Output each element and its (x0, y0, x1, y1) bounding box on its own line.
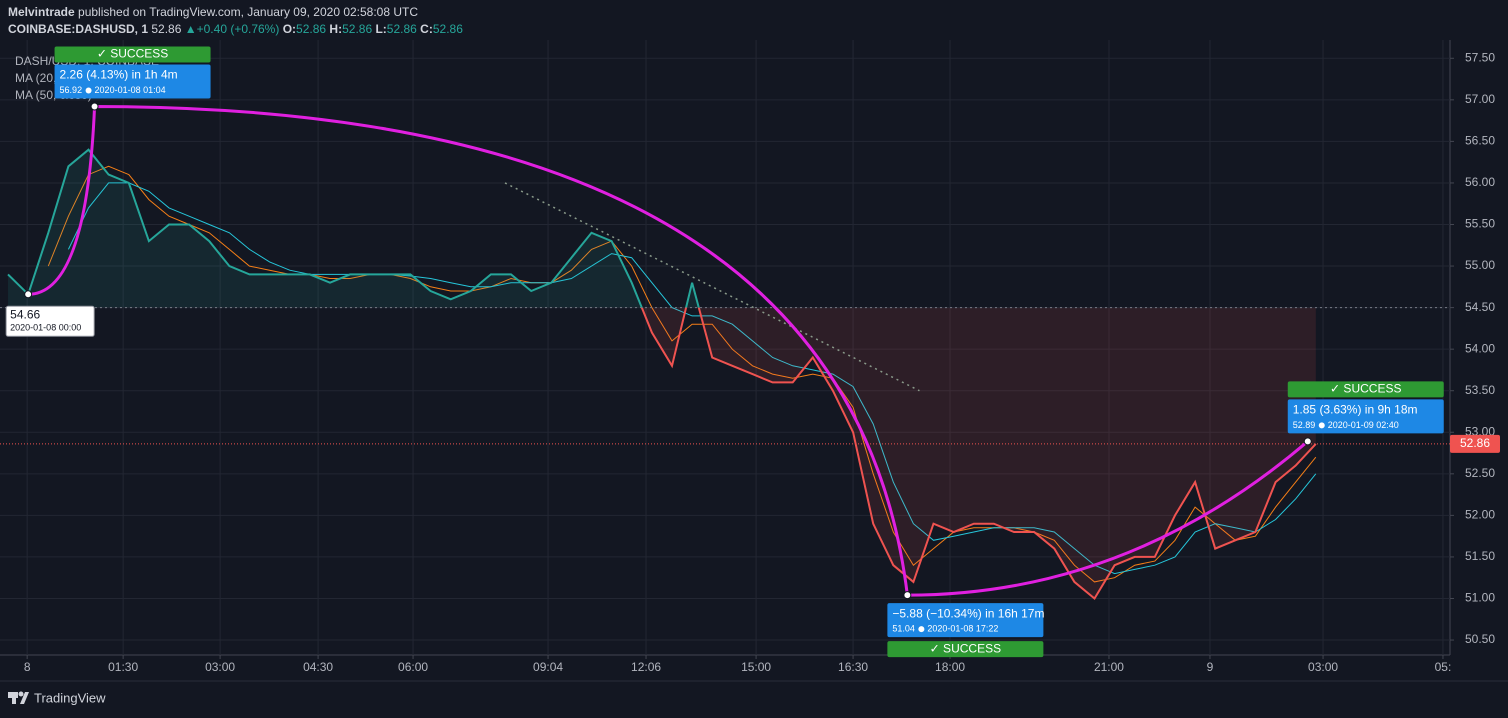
ohlc-label: L: (375, 22, 387, 36)
x-tick-label: 06:00 (398, 660, 428, 674)
anchor-point (90, 102, 99, 111)
y-tick-label: 54.00 (1465, 341, 1495, 355)
x-tick-label: 12:06 (631, 660, 661, 674)
x-tick-label: 03:00 (205, 660, 235, 674)
callout-date: 2020-01-09 02:40 (1328, 420, 1399, 430)
last: 52.86 (151, 22, 182, 36)
ohlc-value: 52.86 (432, 22, 463, 36)
header: Melvintrade published on TradingView.com… (8, 4, 463, 38)
callout-box (887, 603, 1044, 638)
x-tick-label: 16:30 (838, 660, 868, 674)
y-tick-label: 56.50 (1465, 134, 1495, 148)
callout-box (1287, 399, 1444, 434)
status-text: ✓ SUCCESS (930, 641, 1001, 655)
price-line (7, 148, 700, 308)
y-tick-label: 57.00 (1465, 92, 1495, 106)
ohlc-label: C: (420, 22, 433, 36)
y-tick-label: 52.00 (1465, 508, 1495, 522)
baseline-area (641, 307, 1316, 599)
callout-change: −5.88 (−10.34%) in 16h 17m (892, 606, 1044, 620)
y-tick-label: 55.50 (1465, 217, 1495, 231)
status-text: ✓ SUCCESS (97, 47, 168, 61)
callout-price: 52.89 (1293, 420, 1316, 430)
callout-price: 56.92 (60, 85, 83, 95)
symbol: COINBASE:DASHUSD, 1 (8, 22, 149, 36)
baseline-area (8, 149, 1316, 308)
price-line (640, 307, 1317, 601)
anchor-point (24, 290, 33, 299)
callout-icon (1318, 422, 1325, 429)
x-tick-label: 15:00 (741, 660, 771, 674)
anchor-point (1303, 437, 1312, 446)
status-banner (887, 641, 1044, 658)
x-tick-label: 03:00 (1308, 660, 1338, 674)
x-tick-label: 01:30 (108, 660, 138, 674)
y-tick-label: 51.00 (1465, 591, 1495, 605)
callout-change: 1.85 (3.63%) in 9h 18m (1293, 403, 1418, 417)
y-tick-label: 53.50 (1465, 383, 1495, 397)
y-tick-label: 51.50 (1465, 549, 1495, 563)
ohlc-value: 52.86 (386, 22, 417, 36)
price-tag-date: 2020-01-08 00:00 (10, 323, 81, 333)
price-tag-value: 54.66 (10, 307, 40, 321)
y-tick-label: 57.50 (1465, 50, 1495, 64)
footer-brand: TradingView (34, 690, 106, 705)
callout-icon (85, 87, 92, 94)
ohlc-value: 52.86 (342, 22, 373, 36)
x-tick-label: 9 (1207, 660, 1214, 674)
callout-change: 2.26 (4.13%) in 1h 4m (60, 68, 178, 82)
ohlc: O:52.86 H:52.86 L:52.86 C:52.86 (283, 22, 463, 36)
x-tick-label: 09:04 (533, 660, 563, 674)
status-banner (54, 46, 211, 63)
y-tick-label: 52.50 (1465, 466, 1495, 480)
last-price-box (1450, 434, 1500, 453)
anchor-point (903, 591, 912, 600)
plot-area (0, 148, 1450, 601)
header-line-2: COINBASE:DASHUSD, 1 52.86 ▲+0.40 (+0.76%… (8, 21, 463, 38)
ma-line (67, 182, 1317, 575)
footer-logo (8, 691, 29, 704)
y-tick-label: 55.00 (1465, 258, 1495, 272)
x-tick-label: 21:00 (1094, 660, 1124, 674)
callout-date: 2020-01-08 17:22 (927, 624, 998, 634)
callout-box (54, 64, 211, 99)
published: published on TradingView.com, January 09… (78, 5, 419, 19)
price-tag (5, 305, 95, 337)
header-line-1: Melvintrade published on TradingView.com… (8, 4, 463, 21)
change: +0.40 (+0.76%) (196, 22, 280, 36)
callout-icon (918, 626, 925, 633)
y-tick-label: 54.50 (1465, 300, 1495, 314)
y-tick-label: 50.50 (1465, 632, 1495, 646)
y-tick-label: 56.00 (1465, 175, 1495, 189)
pattern-curve (28, 104, 1309, 597)
x-tick-label: 8 (24, 660, 31, 674)
callout-price: 51.04 (892, 624, 915, 634)
author: Melvintrade (8, 5, 75, 19)
x-tick-label: 04:30 (303, 660, 333, 674)
x-tick-label: 05: (1435, 660, 1452, 674)
x-tick-label: 18:00 (935, 660, 965, 674)
ohlc-label: O: (282, 22, 297, 36)
status-banner (1287, 381, 1444, 398)
arrow: ▲ (184, 22, 197, 36)
ohlc-label: H: (329, 22, 343, 36)
last-price-label: 52.86 (1460, 436, 1490, 450)
status-text: ✓ SUCCESS (1330, 382, 1401, 396)
callout-date: 2020-01-08 01:04 (95, 85, 166, 95)
ma-line (47, 165, 1317, 583)
ohlc-value: 52.86 (296, 22, 327, 36)
